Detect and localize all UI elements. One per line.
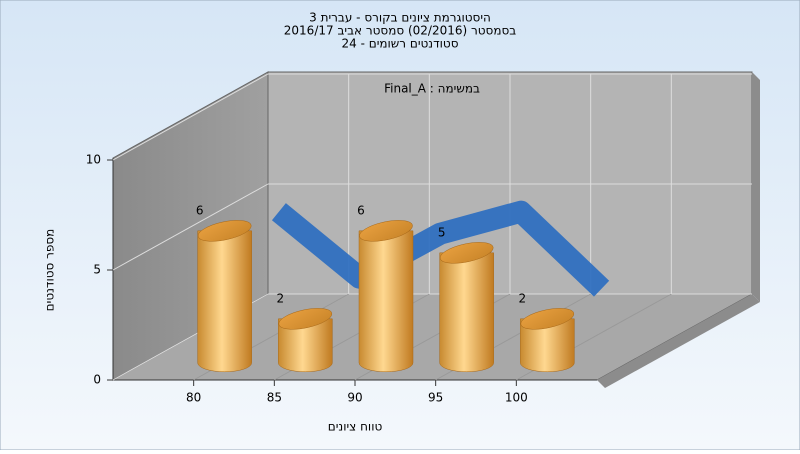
data-label: 2 [519,291,527,305]
annotation: Final_A : במשימה [384,82,480,96]
y-tick-label: 10 [86,153,101,167]
x-tick-label: 85 [267,391,282,405]
x-axis-label: טווח ציונים [328,420,383,434]
x-tick-label: 90 [347,391,362,405]
data-label: 6 [196,203,204,217]
bar [197,230,252,373]
bar [520,318,575,373]
chart-title: היסטוגרמת ציונים בקורס - עברית 3 [309,11,491,25]
floor-edge [597,294,760,388]
x-tick-label: 95 [428,391,443,405]
y-tick-label: 5 [93,263,101,277]
grid-line [112,73,269,161]
bar-top [439,242,494,264]
bar-top [359,220,413,242]
bar-top [278,308,333,330]
bar [278,318,333,373]
bar-top [520,308,575,330]
y-tick-label: 0 [93,373,101,387]
grid-line [112,183,269,271]
data-label: 6 [357,203,365,217]
data-label: 2 [277,291,285,305]
x-tick-label: 80 [186,391,201,405]
curve [271,200,610,297]
x-tick-label: 100 [505,391,528,405]
bar [358,230,414,373]
wall-edge [752,72,760,302]
bar-top [197,220,252,242]
chart-title: בסמסטר (02/2016) סמסטר אביב 2016/17 [284,24,516,38]
y-axis-label: מספר סטודנטים [43,229,57,312]
bar [439,252,494,373]
data-label: 5 [438,225,446,239]
chart-title: סטודנטים רשומים - 24 [341,37,458,51]
